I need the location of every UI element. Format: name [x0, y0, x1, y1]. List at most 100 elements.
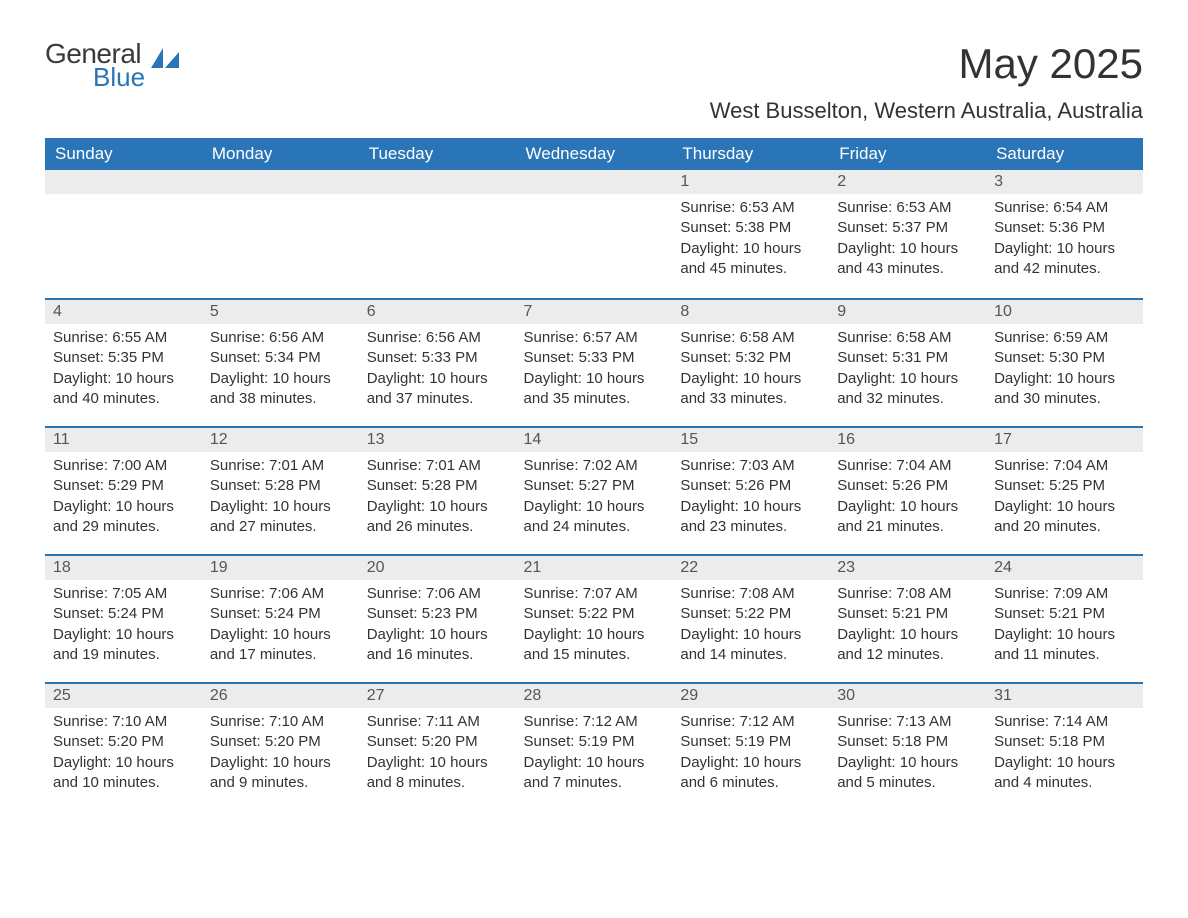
daylight-line: Daylight: 10 hours and 45 minutes. — [680, 239, 821, 280]
sunset-label: Sunset: — [524, 349, 579, 366]
day-number: 9 — [829, 298, 986, 324]
sunrise-value: 7:08 AM — [896, 585, 951, 602]
sunrise-line: Sunrise: 6:53 AM — [680, 198, 821, 218]
sunset-label: Sunset: — [994, 349, 1049, 366]
day-content: Sunrise: 7:01 AMSunset: 5:28 PMDaylight:… — [359, 452, 516, 547]
daylight-label: Daylight: — [524, 498, 587, 515]
sunrise-label: Sunrise: — [680, 329, 739, 346]
calendar-cell — [45, 170, 202, 298]
sunrise-value: 7:00 AM — [112, 457, 167, 474]
sunrise-line: Sunrise: 6:53 AM — [837, 198, 978, 218]
sunset-line: Sunset: 5:23 PM — [367, 604, 508, 624]
logo: General Blue — [45, 40, 183, 90]
sunset-label: Sunset: — [680, 219, 735, 236]
sunrise-value: 6:53 AM — [896, 199, 951, 216]
day-content: Sunrise: 7:11 AMSunset: 5:20 PMDaylight:… — [359, 708, 516, 803]
daylight-line: Daylight: 10 hours and 30 minutes. — [994, 369, 1135, 410]
daylight-label: Daylight: — [53, 626, 116, 643]
sunset-line: Sunset: 5:20 PM — [210, 732, 351, 752]
calendar-cell: 15Sunrise: 7:03 AMSunset: 5:26 PMDayligh… — [672, 426, 829, 554]
sunset-label: Sunset: — [53, 349, 108, 366]
sunset-line: Sunset: 5:33 PM — [367, 348, 508, 368]
calendar-cell: 6Sunrise: 6:56 AMSunset: 5:33 PMDaylight… — [359, 298, 516, 426]
sunset-label: Sunset: — [53, 477, 108, 494]
sunrise-line: Sunrise: 7:10 AM — [53, 712, 194, 732]
day-number: 30 — [829, 682, 986, 708]
calendar-cell: 3Sunrise: 6:54 AMSunset: 5:36 PMDaylight… — [986, 170, 1143, 298]
day-number: 5 — [202, 298, 359, 324]
daylight-line: Daylight: 10 hours and 12 minutes. — [837, 625, 978, 666]
sunset-value: 5:21 PM — [892, 605, 948, 622]
calendar-cell: 20Sunrise: 7:06 AMSunset: 5:23 PMDayligh… — [359, 554, 516, 682]
sunset-label: Sunset: — [837, 733, 892, 750]
sunset-label: Sunset: — [53, 605, 108, 622]
day-content: Sunrise: 7:01 AMSunset: 5:28 PMDaylight:… — [202, 452, 359, 547]
daylight-label: Daylight: — [210, 626, 273, 643]
sunset-value: 5:24 PM — [108, 605, 164, 622]
sunrise-value: 6:57 AM — [583, 329, 638, 346]
sunset-label: Sunset: — [53, 733, 108, 750]
day-number: 28 — [516, 682, 673, 708]
sunrise-label: Sunrise: — [680, 585, 739, 602]
sunset-line: Sunset: 5:28 PM — [367, 476, 508, 496]
calendar-cell: 21Sunrise: 7:07 AMSunset: 5:22 PMDayligh… — [516, 554, 673, 682]
day-number: 22 — [672, 554, 829, 580]
day-content: Sunrise: 7:10 AMSunset: 5:20 PMDaylight:… — [202, 708, 359, 803]
daylight-label: Daylight: — [367, 754, 430, 771]
sunrise-line: Sunrise: 7:10 AM — [210, 712, 351, 732]
sunset-value: 5:25 PM — [1049, 477, 1105, 494]
sunset-label: Sunset: — [524, 605, 579, 622]
sunrise-line: Sunrise: 6:54 AM — [994, 198, 1135, 218]
day-content: Sunrise: 6:56 AMSunset: 5:33 PMDaylight:… — [359, 324, 516, 419]
calendar-cell: 26Sunrise: 7:10 AMSunset: 5:20 PMDayligh… — [202, 682, 359, 810]
sunset-line: Sunset: 5:19 PM — [524, 732, 665, 752]
daylight-label: Daylight: — [994, 240, 1057, 257]
sunset-label: Sunset: — [210, 605, 265, 622]
sunrise-line: Sunrise: 6:58 AM — [680, 328, 821, 348]
daylight-label: Daylight: — [680, 754, 743, 771]
day-number: 21 — [516, 554, 673, 580]
sunset-label: Sunset: — [680, 605, 735, 622]
day-number: 12 — [202, 426, 359, 452]
sunrise-line: Sunrise: 7:01 AM — [210, 456, 351, 476]
daylight-label: Daylight: — [210, 370, 273, 387]
location-text: West Busselton, Western Australia, Austr… — [45, 98, 1143, 124]
calendar-week: 11Sunrise: 7:00 AMSunset: 5:29 PMDayligh… — [45, 426, 1143, 554]
sunrise-label: Sunrise: — [367, 329, 426, 346]
sunrise-value: 6:56 AM — [269, 329, 324, 346]
daylight-label: Daylight: — [524, 626, 587, 643]
day-header: Saturday — [986, 138, 1143, 170]
daylight-label: Daylight: — [994, 498, 1057, 515]
daylight-label: Daylight: — [837, 498, 900, 515]
daylight-line: Daylight: 10 hours and 35 minutes. — [524, 369, 665, 410]
sunset-value: 5:26 PM — [892, 477, 948, 494]
calendar-cell: 11Sunrise: 7:00 AMSunset: 5:29 PMDayligh… — [45, 426, 202, 554]
day-header: Friday — [829, 138, 986, 170]
daylight-line: Daylight: 10 hours and 8 minutes. — [367, 753, 508, 794]
daylight-line: Daylight: 10 hours and 11 minutes. — [994, 625, 1135, 666]
sunrise-label: Sunrise: — [994, 585, 1053, 602]
sunset-line: Sunset: 5:21 PM — [994, 604, 1135, 624]
daylight-label: Daylight: — [53, 370, 116, 387]
sunrise-value: 6:56 AM — [426, 329, 481, 346]
day-content: Sunrise: 6:53 AMSunset: 5:37 PMDaylight:… — [829, 194, 986, 289]
sunset-label: Sunset: — [367, 733, 422, 750]
day-content: Sunrise: 6:53 AMSunset: 5:38 PMDaylight:… — [672, 194, 829, 289]
sunrise-line: Sunrise: 7:05 AM — [53, 584, 194, 604]
calendar-week: 18Sunrise: 7:05 AMSunset: 5:24 PMDayligh… — [45, 554, 1143, 682]
day-content: Sunrise: 7:04 AMSunset: 5:25 PMDaylight:… — [986, 452, 1143, 547]
calendar-cell: 1Sunrise: 6:53 AMSunset: 5:38 PMDaylight… — [672, 170, 829, 298]
sunrise-label: Sunrise: — [367, 585, 426, 602]
sunset-line: Sunset: 5:35 PM — [53, 348, 194, 368]
sunset-value: 5:20 PM — [422, 733, 478, 750]
logo-sail-icon — [149, 46, 183, 77]
day-number: 4 — [45, 298, 202, 324]
sunrise-line: Sunrise: 7:02 AM — [524, 456, 665, 476]
day-number-empty — [516, 170, 673, 194]
sunset-value: 5:27 PM — [579, 477, 635, 494]
sunset-line: Sunset: 5:22 PM — [680, 604, 821, 624]
day-content: Sunrise: 6:57 AMSunset: 5:33 PMDaylight:… — [516, 324, 673, 419]
day-number: 11 — [45, 426, 202, 452]
day-number: 10 — [986, 298, 1143, 324]
day-content: Sunrise: 7:13 AMSunset: 5:18 PMDaylight:… — [829, 708, 986, 803]
